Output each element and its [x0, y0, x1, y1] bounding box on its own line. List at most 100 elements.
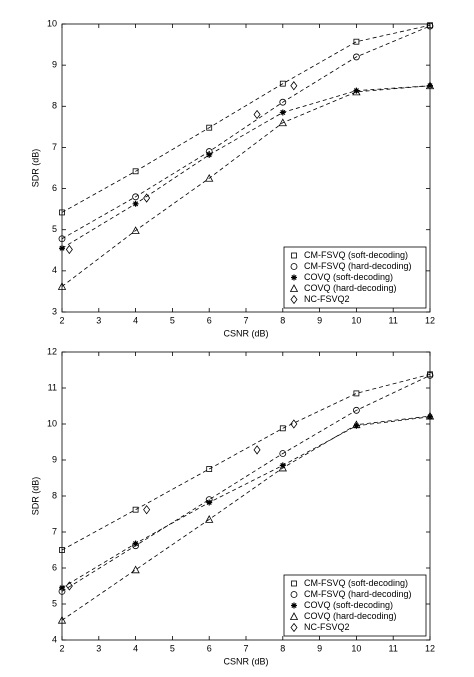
y-tick-label: 6	[52, 562, 57, 572]
marker	[206, 124, 213, 131]
x-tick-label: 2	[59, 643, 64, 653]
y-axis-label: SDR (dB)	[30, 477, 40, 516]
series-line	[61, 415, 431, 621]
y-tick-label: 4	[52, 634, 57, 644]
marker	[57, 615, 67, 624]
legend-marker	[291, 274, 297, 281]
marker	[425, 411, 435, 420]
x-tick-label: 12	[425, 315, 435, 325]
marker	[131, 226, 140, 234]
marker	[279, 80, 286, 87]
marker	[352, 53, 360, 61]
y-tick-label: 10	[47, 18, 57, 28]
y-tick-label: 10	[47, 418, 57, 428]
x-tick-label: 9	[317, 315, 322, 325]
marker	[290, 419, 298, 429]
legend-label: CM-FSVQ (soft-decoding)	[304, 250, 408, 260]
marker	[132, 540, 139, 547]
marker	[353, 390, 360, 397]
x-tick-label: 10	[351, 643, 361, 653]
marker	[59, 547, 65, 553]
marker	[131, 565, 140, 574]
series-line	[61, 416, 431, 589]
y-tick-label: 9	[52, 60, 57, 70]
y-tick-label: 6	[52, 183, 57, 193]
x-tick-label: 4	[133, 315, 138, 325]
legend-label: COVQ (hard-decoding)	[304, 611, 397, 621]
x-tick-label: 3	[96, 315, 101, 325]
marker	[59, 245, 65, 252]
y-tick-label: 5	[52, 598, 57, 608]
legend-label: NC-FSVQ2	[304, 622, 350, 632]
marker	[353, 87, 360, 94]
marker	[206, 151, 213, 158]
y-tick-label: 7	[52, 142, 57, 152]
series-line	[61, 373, 431, 551]
y-tick-label: 11	[48, 382, 57, 392]
series-line	[61, 375, 431, 592]
legend-marker	[291, 580, 297, 587]
marker	[279, 462, 286, 469]
x-tick-label: 8	[280, 643, 285, 653]
marker	[143, 505, 151, 515]
marker	[278, 463, 287, 472]
legend-marker	[289, 612, 299, 620]
marker	[427, 413, 433, 420]
x-tick-label: 6	[207, 315, 212, 325]
marker	[59, 584, 65, 591]
legend-label: COVQ (soft-decoding)	[304, 600, 393, 610]
x-tick-label: 5	[170, 643, 175, 653]
marker	[253, 109, 261, 120]
marker	[132, 193, 140, 201]
y-tick-label: 8	[52, 101, 57, 111]
legend-label: CM-FSVQ (hard-decoding)	[304, 589, 412, 599]
legend-label: CM-FSVQ (hard-decoding)	[304, 261, 412, 271]
x-tick-label: 3	[96, 643, 101, 653]
legend-box	[283, 246, 427, 309]
x-tick-label: 5	[170, 315, 175, 325]
x-tick-label: 7	[243, 643, 248, 653]
marker	[426, 371, 434, 379]
y-tick-label: 5	[52, 224, 57, 234]
x-tick-label: 9	[317, 643, 322, 653]
x-tick-label: 6	[207, 643, 212, 653]
x-tick-label: 10	[351, 315, 361, 325]
marker	[278, 118, 287, 127]
legend-label: CM-FSVQ (soft-decoding)	[304, 578, 408, 588]
marker	[132, 168, 139, 175]
series-line	[61, 85, 431, 287]
marker	[57, 282, 67, 290]
legend-label: COVQ (soft-decoding)	[304, 272, 393, 282]
marker	[253, 445, 261, 455]
marker	[279, 109, 286, 116]
marker	[205, 173, 214, 182]
series-line	[61, 24, 431, 213]
marker	[279, 98, 287, 106]
marker	[352, 420, 361, 429]
marker	[206, 499, 213, 506]
legend-label: NC-FSVQ2	[304, 294, 350, 304]
marker	[132, 200, 139, 207]
marker	[65, 581, 73, 591]
legend-marker	[290, 622, 298, 633]
marker	[352, 406, 360, 414]
legend-label: COVQ (hard-decoding)	[304, 283, 397, 293]
x-tick-label: 12	[425, 643, 435, 653]
y-tick-label: 4	[52, 265, 57, 275]
x-axis-label: CSNR (dB)	[223, 656, 268, 666]
series-line	[61, 85, 431, 249]
y-tick-label: 9	[52, 454, 57, 464]
marker	[58, 235, 66, 243]
marker	[59, 209, 65, 216]
legend-marker	[291, 252, 297, 259]
marker	[205, 515, 214, 523]
x-tick-label: 7	[243, 315, 248, 325]
y-tick-label: 12	[47, 346, 57, 356]
x-tick-label: 11	[389, 643, 398, 653]
legend-marker	[291, 602, 297, 609]
marker	[353, 422, 360, 429]
legend-box	[283, 574, 427, 637]
marker	[143, 193, 151, 203]
legend-marker	[290, 591, 298, 598]
